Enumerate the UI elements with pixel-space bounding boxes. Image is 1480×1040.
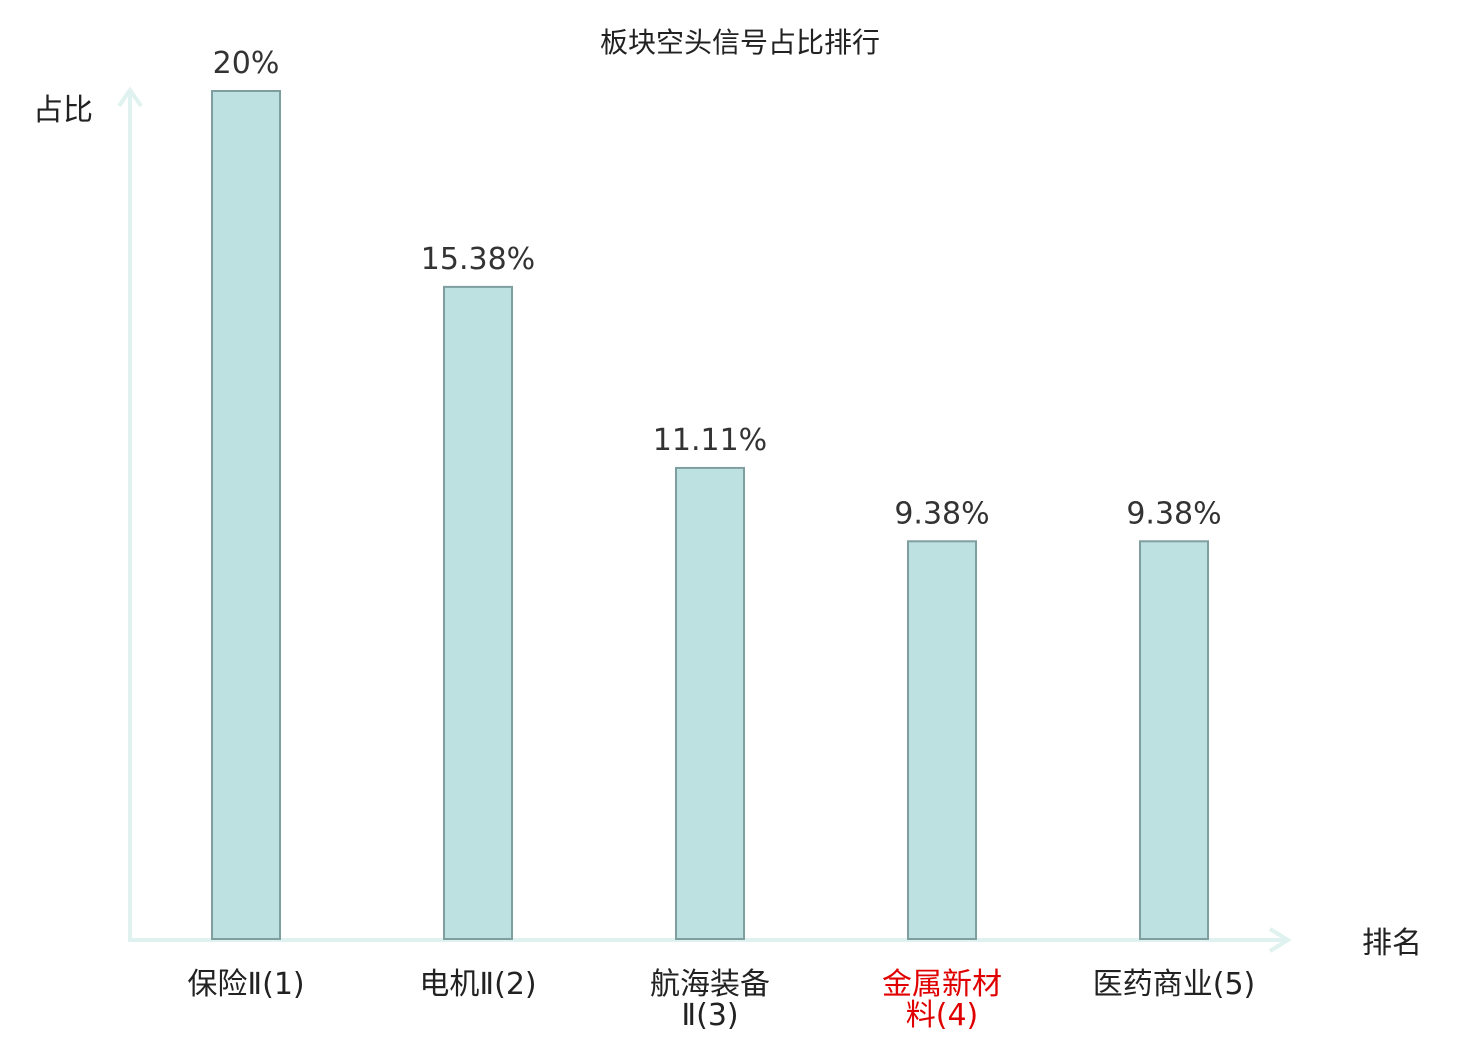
- bar-3: [675, 466, 745, 940]
- category-label-3-line-2: Ⅱ(3): [681, 998, 738, 1033]
- bars-group: [211, 90, 1209, 941]
- value-label-3: 11.11%: [653, 423, 767, 458]
- category-label-1: 保险Ⅱ(1): [187, 967, 304, 1002]
- bar-1: [211, 90, 281, 940]
- category-label-3-line-1: 航海装备: [650, 967, 770, 1002]
- x-axis-label: 排名: [1362, 926, 1422, 961]
- category-label-4-line-1: 金属新材: [882, 967, 1002, 1002]
- value-label-5: 9.38%: [1126, 496, 1221, 531]
- y-axis: [117, 86, 143, 940]
- bar-5: [1139, 540, 1209, 941]
- bar-2: [443, 285, 513, 940]
- value-labels-group: 20% 15.38% 11.11% 9.38% 9.38%: [213, 46, 1222, 531]
- chart-title: 板块空头信号占比排行: [600, 26, 880, 59]
- category-label-5: 医药商业(5): [1093, 967, 1256, 1002]
- y-axis-label: 占比: [33, 93, 93, 128]
- bar-4: [907, 540, 977, 941]
- category-label-2: 电机Ⅱ(2): [419, 967, 536, 1002]
- value-label-4: 9.38%: [894, 496, 989, 531]
- category-label-4-line-2: 料(4): [906, 998, 979, 1033]
- value-label-2: 15.38%: [421, 242, 535, 277]
- value-label-1: 20%: [213, 46, 280, 81]
